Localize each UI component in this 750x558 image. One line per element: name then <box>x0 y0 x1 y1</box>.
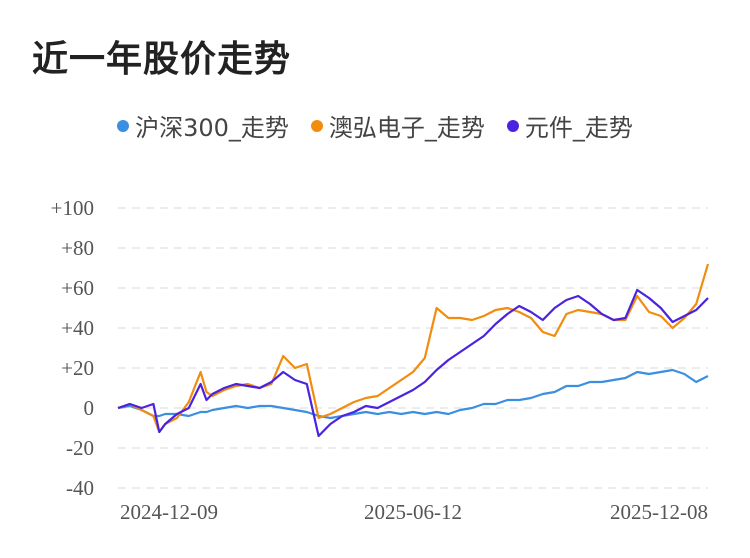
series-line-hs300 <box>117 368 709 420</box>
y-tick-label: +100 <box>51 196 94 220</box>
chart-title: 近一年股价走势 <box>32 39 292 80</box>
legend-label-yuanjian: 元件_走势 <box>524 114 633 142</box>
y-tick-label: +20 <box>61 356 94 380</box>
y-tick-label: -40 <box>66 476 94 500</box>
legend-dot-aohong <box>310 119 323 132</box>
y-tick-label: +40 <box>61 316 94 340</box>
legend-label-hs300: 沪深300_走势 <box>135 114 289 142</box>
legend: 沪深300_走势 澳弘电子_走势 元件_走势 <box>0 108 750 143</box>
legend-item-yuanjian[interactable]: 元件_走势 <box>506 108 633 143</box>
x-tick-label: 2025-12-08 <box>610 500 708 524</box>
x-tick-label: 2024-12-09 <box>120 500 218 524</box>
legend-dot-yuanjian <box>506 119 519 132</box>
y-tick-label: -20 <box>66 436 94 460</box>
y-tick-label: 0 <box>84 396 95 420</box>
y-tick-label: +60 <box>61 276 94 300</box>
x-tick-label: 2025-06-12 <box>364 500 462 524</box>
legend-label-aohong: 澳弘电子_走势 <box>328 114 485 142</box>
y-tick-label: +80 <box>61 236 94 260</box>
legend-item-hs300[interactable]: 沪深300_走势 <box>117 108 289 143</box>
legend-dot-hs300 <box>117 119 130 132</box>
series-line-yuanjian <box>117 288 709 438</box>
series-line-aohong <box>117 263 710 434</box>
legend-item-aohong[interactable]: 澳弘电子_走势 <box>310 108 485 143</box>
